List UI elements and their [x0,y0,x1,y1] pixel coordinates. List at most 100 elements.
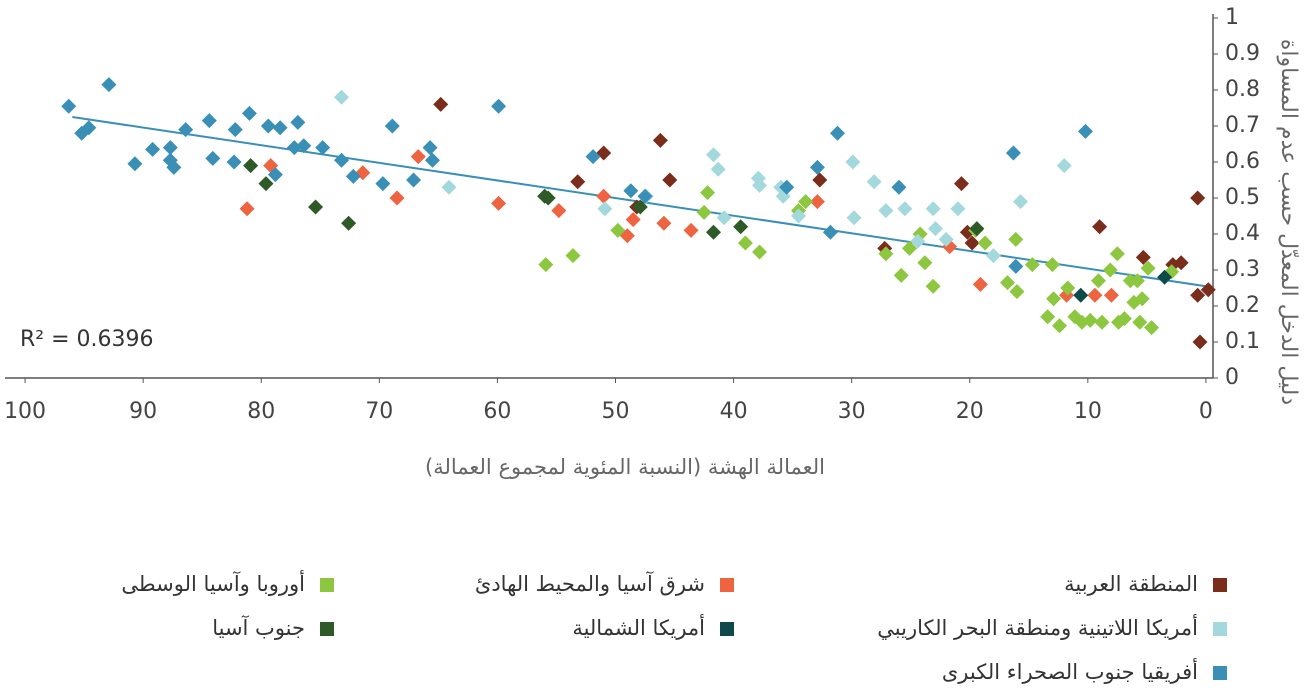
point [81,120,97,136]
point [334,152,350,168]
y-tick-label: 0.6 [1225,149,1260,174]
legend-label: أفريقيا جنوب الصحراء الكبرى [942,658,1198,684]
point [345,168,361,184]
point [162,140,178,156]
point [178,122,194,138]
point [1116,311,1132,327]
point [1073,287,1089,303]
point [127,156,143,172]
point [491,195,507,211]
point [226,154,242,170]
legend-swatch [320,622,334,636]
point [61,98,77,114]
y-tick-label: 0.2 [1225,293,1260,318]
point [829,125,845,141]
point [822,224,838,240]
point [1056,158,1072,174]
point [101,77,117,93]
point [917,255,933,271]
point [938,231,954,247]
legend-swatch [1213,666,1227,680]
point [696,204,712,220]
point [798,194,814,210]
point [1129,273,1145,289]
point [625,212,641,228]
x-tick-label: 0 [1199,399,1213,424]
y-tick-label: 1 [1225,5,1239,30]
x-axis-label: العمالة الهشة (النسبة المئوية لمجموع الع… [425,455,825,479]
point [706,147,722,163]
legend-label: أمريكا اللاتينية ومنطقة البحر الكاريبي [877,614,1198,640]
point [656,215,672,231]
point [239,201,255,217]
point [791,208,807,224]
point [1000,275,1016,291]
point [1024,257,1040,273]
point [260,118,276,134]
point [812,172,828,188]
point [1082,312,1098,328]
point [902,240,918,256]
y-tick-label: 0 [1225,365,1239,390]
point [1005,145,1021,161]
legend-swatch [1213,578,1227,592]
x-tick-label: 60 [483,399,511,424]
point [334,89,350,105]
point [1102,262,1118,278]
point [1008,258,1024,274]
point [662,172,678,188]
point [632,199,648,215]
point [964,235,980,251]
point [706,224,722,240]
point [925,278,941,294]
legend-label: أوروبا وآسيا الوسطى [121,570,305,596]
point [1200,282,1216,298]
point [710,161,726,177]
point [308,199,324,215]
point [809,159,825,175]
point [410,149,426,165]
y-tick-label: 0.9 [1225,41,1260,66]
point [752,177,768,193]
point [985,248,1001,264]
x-tick-label: 70 [365,399,393,424]
point [845,154,861,170]
legend-swatch [1213,622,1227,636]
point [1060,280,1076,296]
point [565,248,581,264]
x-tick-label: 90 [129,399,157,424]
point [422,140,438,156]
point [1192,334,1208,350]
point [1077,123,1093,139]
point [1094,314,1110,330]
point [286,140,302,156]
point [623,183,639,199]
point [258,176,274,192]
point [977,235,993,251]
point [950,201,966,217]
point [424,152,440,168]
point [809,194,825,210]
legend-label: شرق آسيا والمحيط الهادئ [475,571,705,596]
point [596,188,612,204]
point [1013,194,1029,210]
point [243,158,259,174]
point [375,176,391,192]
point [1044,257,1060,273]
y-tick-label: 0.4 [1225,221,1260,246]
point [1009,284,1025,300]
legend-swatch [720,622,734,636]
point [597,201,613,217]
point [433,96,449,112]
point [1144,320,1160,336]
point [1103,287,1119,303]
x-tick-label: 80 [247,399,275,424]
legend-label: جنوب آسيا [212,615,305,640]
y-tick-label: 0.8 [1225,77,1260,102]
point [1135,249,1151,265]
point [1092,219,1108,235]
point [972,276,988,292]
point [384,118,400,134]
x-tick-label: 20 [956,399,984,424]
r-squared: R² = 0.6396 [20,327,154,352]
